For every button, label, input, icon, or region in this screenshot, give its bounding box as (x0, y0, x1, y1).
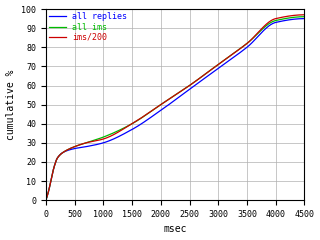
all replies (199, 79, 203, 82)
all replies (237, 52, 241, 55)
Y-axis label: cumulative %: cumulative % (5, 69, 16, 140)
all ims (143, 114, 147, 117)
Line: all replies: all replies (46, 19, 304, 200)
all ims (199, 76, 203, 79)
all replies (212, 70, 216, 73)
all ims (212, 66, 216, 69)
all replies (44, 199, 48, 202)
ims/200 (237, 48, 241, 51)
ims/200 (302, 13, 306, 16)
all ims (237, 48, 241, 51)
all replies (91, 144, 95, 147)
ims/200 (143, 114, 147, 117)
all ims (44, 199, 48, 202)
Line: ims/200: ims/200 (46, 15, 304, 200)
Legend: all replies, all ims, ims/200: all replies, all ims, ims/200 (47, 11, 129, 43)
all ims (257, 31, 260, 34)
ims/200 (44, 199, 48, 202)
all replies (143, 120, 147, 123)
X-axis label: msec: msec (164, 224, 187, 234)
ims/200 (257, 31, 260, 34)
Line: all ims: all ims (46, 17, 304, 200)
all ims (91, 139, 95, 142)
all replies (257, 35, 260, 37)
ims/200 (91, 140, 95, 143)
all ims (302, 15, 306, 18)
ims/200 (212, 66, 216, 69)
ims/200 (199, 76, 203, 79)
all replies (302, 17, 306, 20)
